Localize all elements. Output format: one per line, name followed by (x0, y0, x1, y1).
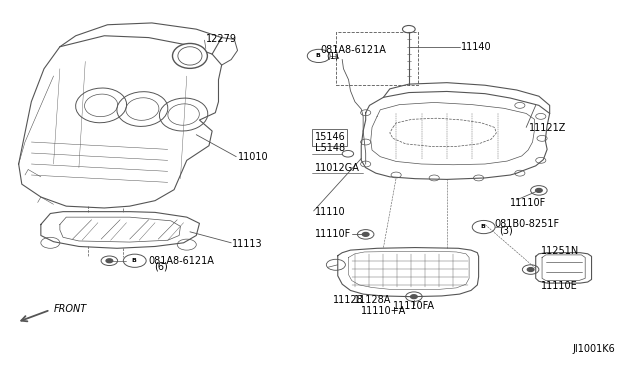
Circle shape (527, 267, 534, 272)
Text: FRONT: FRONT (54, 305, 87, 314)
Text: 11140: 11140 (461, 42, 492, 52)
Text: 081B0-8251F: 081B0-8251F (495, 219, 559, 230)
Text: B: B (131, 258, 136, 263)
Text: 11110: 11110 (315, 207, 346, 217)
Text: B: B (480, 224, 485, 229)
Text: 11251N: 11251N (541, 246, 579, 256)
Text: 11128: 11128 (333, 295, 364, 305)
Text: (1): (1) (326, 52, 339, 61)
Text: 12279: 12279 (206, 35, 237, 44)
Text: 11113: 11113 (232, 238, 263, 248)
Text: 11010: 11010 (237, 153, 268, 163)
Circle shape (536, 189, 542, 192)
Text: (3): (3) (500, 226, 513, 236)
Text: JI1001K6: JI1001K6 (572, 344, 615, 354)
Text: 081A8-6121A: 081A8-6121A (321, 45, 387, 55)
Circle shape (362, 232, 369, 236)
Text: 081A8-6121A: 081A8-6121A (148, 256, 214, 266)
Text: 11110F: 11110F (315, 230, 351, 239)
Text: 11110FA: 11110FA (393, 301, 435, 311)
Text: 11121Z: 11121Z (529, 123, 567, 133)
Text: L5148: L5148 (315, 143, 345, 153)
Text: 11012GA: 11012GA (315, 163, 360, 173)
Circle shape (411, 295, 417, 299)
Ellipse shape (173, 44, 207, 68)
Text: 11110F: 11110F (510, 198, 547, 208)
Text: 11128A: 11128A (355, 295, 392, 305)
Circle shape (106, 259, 113, 263)
Text: (6): (6) (154, 262, 168, 272)
Text: B: B (315, 53, 320, 58)
Bar (312, 129, 348, 146)
Bar (336, 32, 419, 85)
Text: 11110+A: 11110+A (361, 305, 406, 315)
Text: 11110E: 11110E (541, 280, 577, 291)
Text: 15146: 15146 (315, 132, 346, 142)
